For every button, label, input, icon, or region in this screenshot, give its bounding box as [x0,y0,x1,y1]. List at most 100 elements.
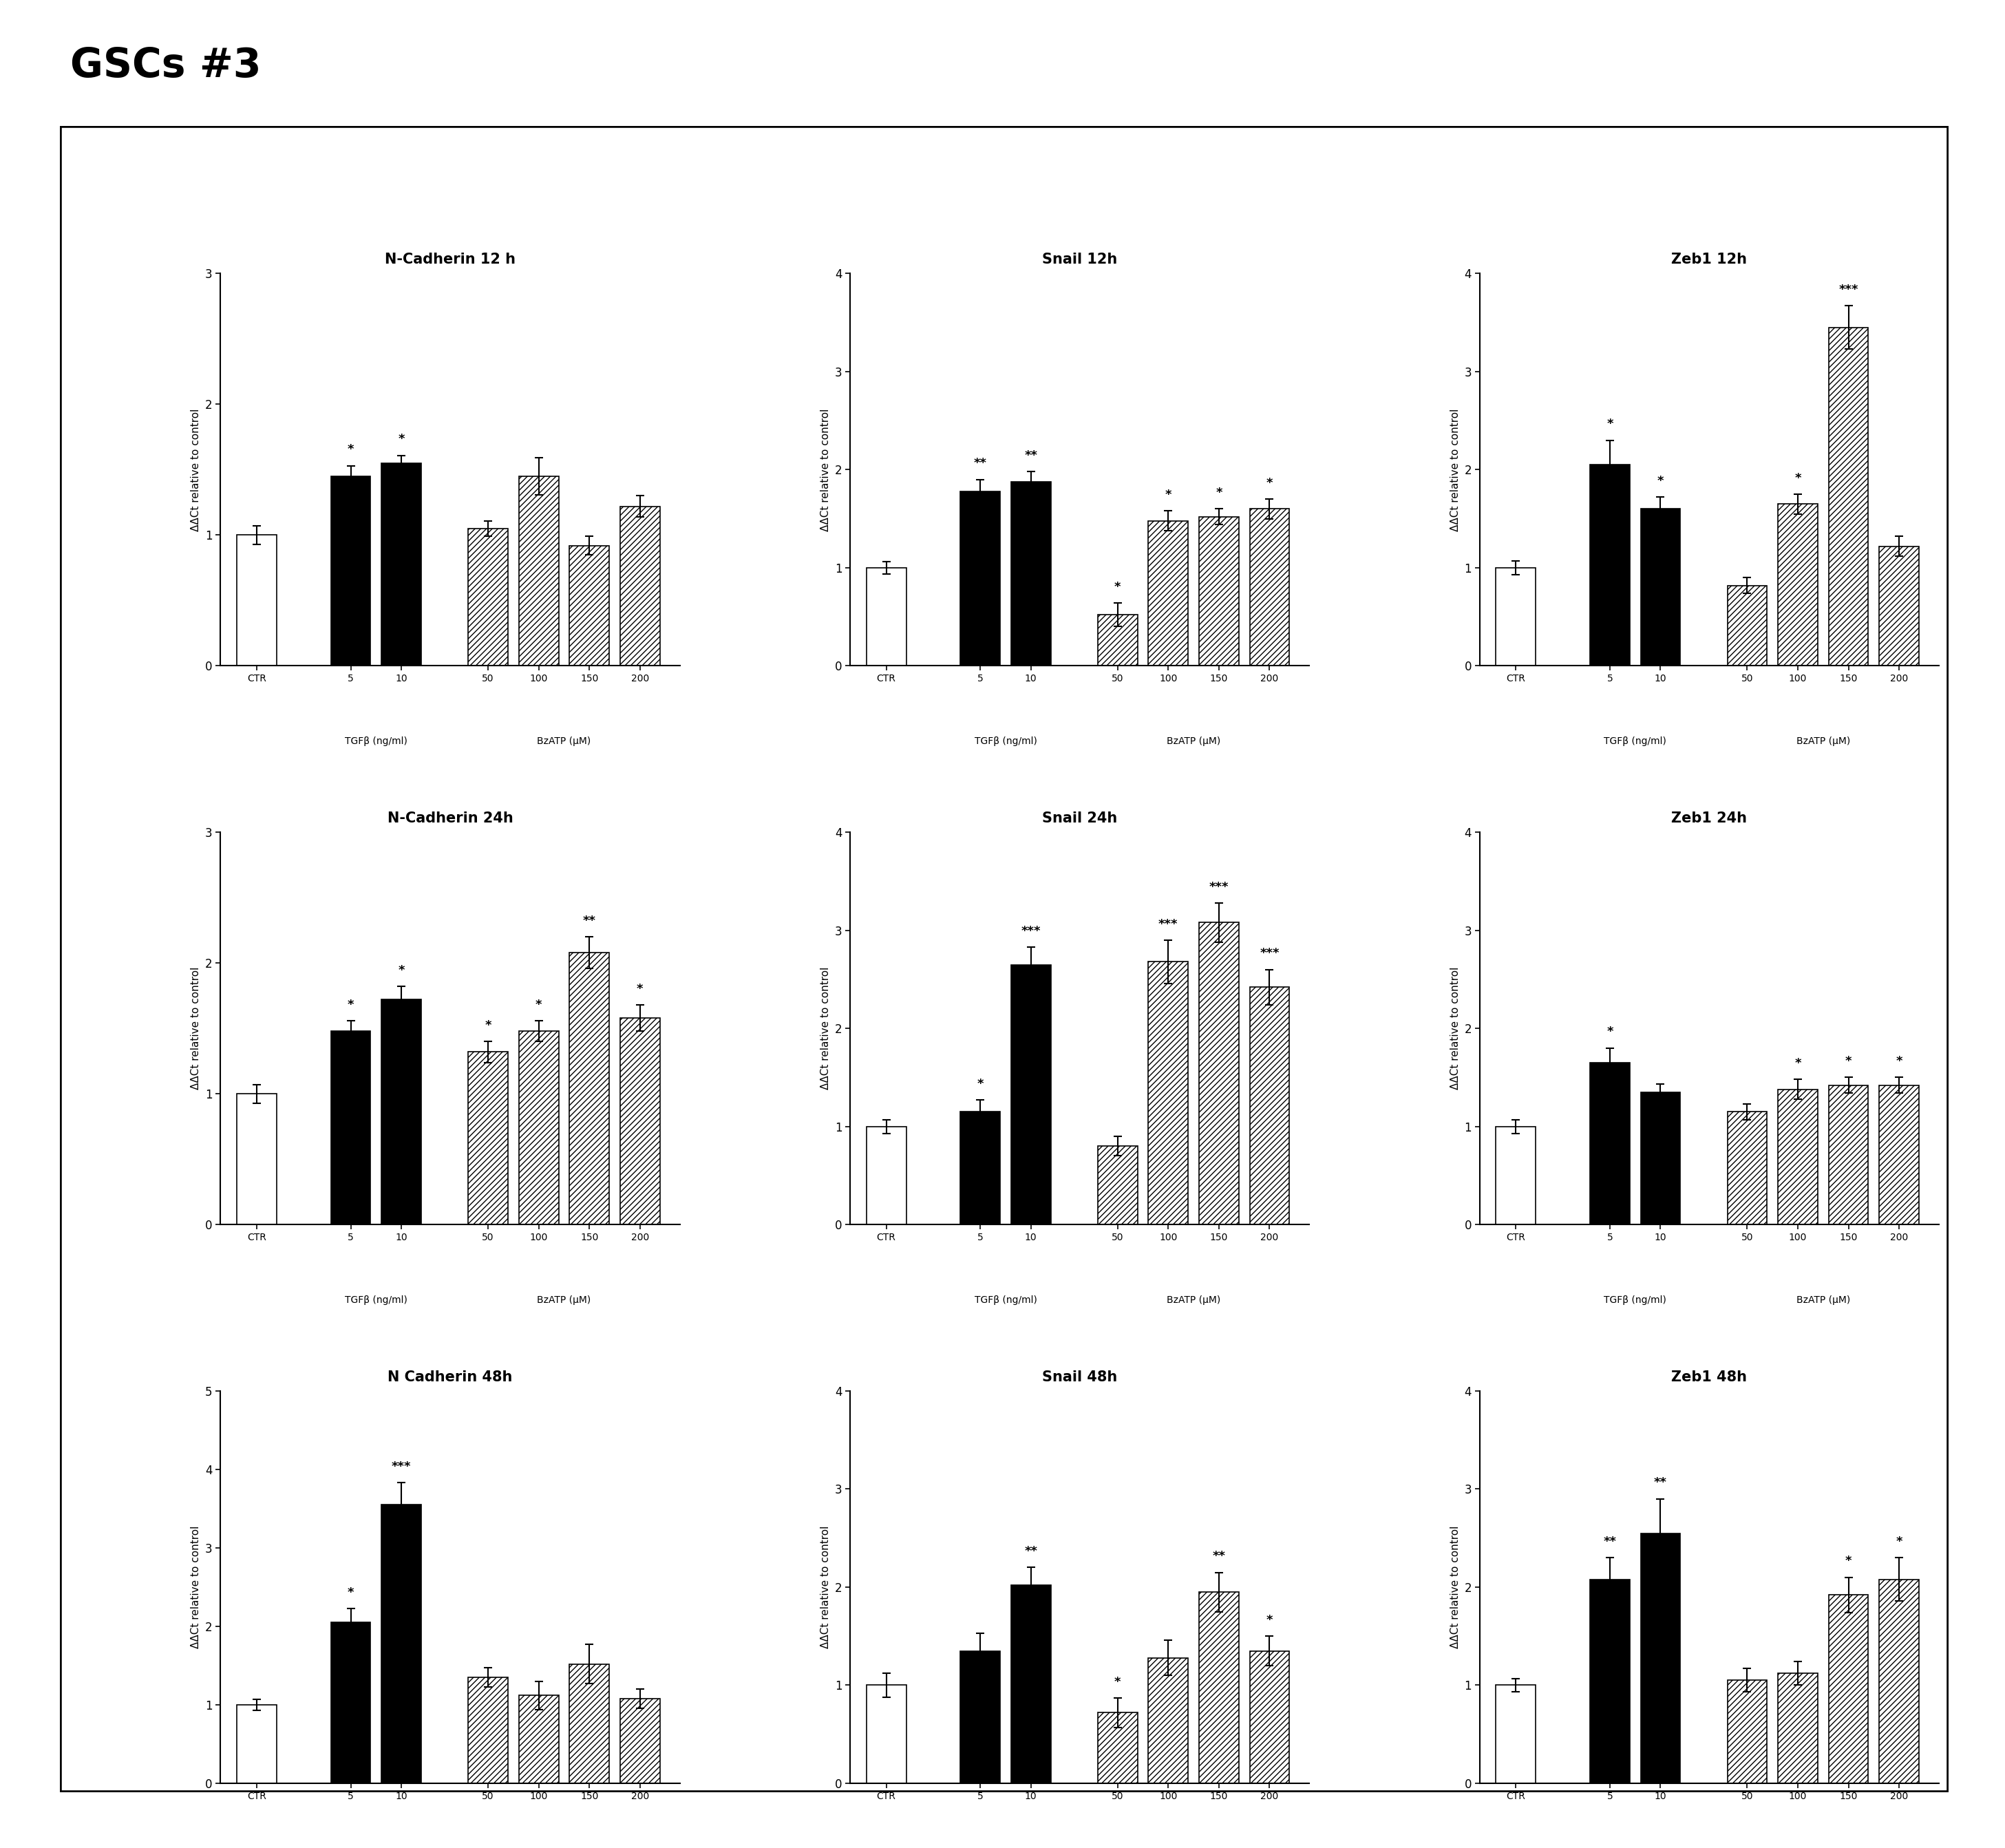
Text: TGFβ (ng/ml): TGFβ (ng/ml) [1604,1295,1666,1305]
Bar [1149,961,1189,1225]
Text: *: * [1115,1676,1121,1689]
Title: N-Cadherin 12 h: N-Cadherin 12 h [385,253,515,266]
Bar [1640,1092,1680,1225]
Bar [866,1685,906,1783]
Title: N-Cadherin 24h: N-Cadherin 24h [387,811,513,826]
Text: **: ** [974,456,986,469]
Y-axis label: ΔΔCt relative to control: ΔΔCt relative to control [1450,408,1460,530]
Bar [469,529,507,665]
Text: BzATP (μM): BzATP (μM) [1167,737,1221,747]
Bar [1879,1580,1919,1783]
Text: *: * [1267,1613,1273,1626]
Text: *: * [1897,1536,1903,1549]
Text: TGFβ (ng/ml): TGFβ (ng/ml) [974,1295,1037,1305]
Bar [381,464,421,665]
Bar [1728,586,1766,665]
Bar [620,1698,660,1783]
Text: *: * [976,1077,984,1090]
Text: BzATP (μM): BzATP (μM) [537,1295,591,1305]
Text: *: * [399,965,405,978]
Title: Zeb1 48h: Zeb1 48h [1672,1371,1746,1384]
Y-axis label: ΔΔCt relative to control: ΔΔCt relative to control [1450,1526,1460,1648]
Bar [1199,922,1239,1225]
Bar [1149,1658,1189,1783]
Bar [1249,987,1289,1225]
Bar [1099,1713,1137,1783]
Bar [331,477,371,665]
Bar [331,1623,371,1783]
Text: TGFβ (ng/ml): TGFβ (ng/ml) [345,1295,407,1305]
Text: BzATP (μM): BzATP (μM) [1796,737,1851,747]
Y-axis label: ΔΔCt relative to control: ΔΔCt relative to control [1450,967,1460,1090]
Bar [620,1018,660,1225]
Bar [1778,1674,1819,1783]
Bar [1496,1127,1536,1225]
Text: TGFβ (ng/ml): TGFβ (ng/ml) [345,737,407,747]
Bar [519,477,559,665]
Text: GSCs #3: GSCs #3 [70,46,261,85]
Text: *: * [1606,1026,1614,1039]
Bar [1640,508,1680,665]
Bar [1011,965,1051,1225]
Bar [1149,521,1189,665]
Y-axis label: ΔΔCt relative to control: ΔΔCt relative to control [820,967,830,1090]
Bar [866,1127,906,1225]
Bar [1496,1685,1536,1783]
Text: TGFβ (ng/ml): TGFβ (ng/ml) [974,737,1037,747]
Bar [1590,466,1630,665]
Bar [1728,1112,1766,1225]
Bar [1099,615,1137,665]
Bar [1496,567,1536,665]
Text: *: * [1794,471,1800,484]
Text: *: * [1845,1556,1853,1567]
Bar [1829,1595,1869,1783]
Bar [960,1112,1000,1225]
Bar [1249,1650,1289,1783]
Y-axis label: ΔΔCt relative to control: ΔΔCt relative to control [190,1526,200,1648]
Title: Zeb1 24h: Zeb1 24h [1672,811,1746,826]
Bar [866,567,906,665]
Bar [1728,1680,1766,1783]
Text: ***: *** [391,1460,411,1473]
Text: *: * [1606,418,1614,431]
Y-axis label: ΔΔCt relative to control: ΔΔCt relative to control [820,1526,830,1648]
Bar [1249,508,1289,665]
Text: ***: *** [1259,948,1279,959]
Text: **: ** [1654,1477,1666,1489]
Text: ***: *** [1209,881,1229,893]
Text: *: * [1165,488,1171,501]
Text: BzATP (μM): BzATP (μM) [1167,1295,1221,1305]
Bar [1011,1586,1051,1783]
Bar [960,492,1000,665]
Bar [1778,505,1819,665]
Text: ***: *** [1021,924,1041,937]
Text: **: ** [1604,1536,1616,1549]
Title: Snail 24h: Snail 24h [1043,811,1117,826]
Bar [569,1663,610,1783]
Text: *: * [485,1020,491,1031]
Bar [569,545,610,665]
Bar [237,1094,277,1225]
Text: *: * [535,998,541,1011]
Text: *: * [1115,580,1121,593]
Text: BzATP (μM): BzATP (μM) [537,737,591,747]
Y-axis label: ΔΔCt relative to control: ΔΔCt relative to control [190,967,200,1090]
Text: BzATP (μM): BzATP (μM) [1796,1295,1851,1305]
Bar [620,506,660,665]
Bar [381,1000,421,1225]
Text: *: * [1794,1057,1800,1070]
Bar [331,1031,371,1225]
Bar [1640,1534,1680,1783]
Text: TGFβ (ng/ml): TGFβ (ng/ml) [1604,737,1666,747]
Text: ***: *** [1159,918,1179,930]
Text: *: * [399,432,405,445]
Bar [1011,482,1051,665]
Title: N Cadherin 48h: N Cadherin 48h [387,1371,513,1384]
Text: ***: *** [1839,285,1859,296]
Bar [519,1031,559,1225]
Bar [1829,1085,1869,1225]
Bar [1879,1085,1919,1225]
Text: *: * [1897,1055,1903,1068]
Bar [1590,1580,1630,1783]
Bar [237,1706,277,1783]
